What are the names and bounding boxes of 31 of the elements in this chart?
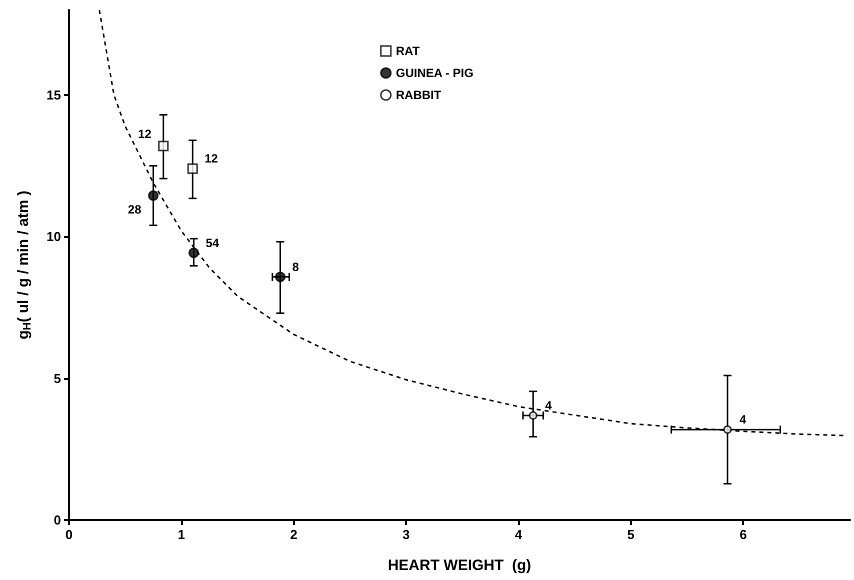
- legend-label: RABBIT: [396, 88, 442, 102]
- line-series: [98, 9, 846, 436]
- x-tick-label: 3: [402, 527, 410, 542]
- y-tick-label: 15: [46, 88, 61, 102]
- point: [187, 163, 198, 174]
- point: [723, 425, 732, 434]
- annotation: 4: [740, 412, 747, 427]
- legend-label: GUINEA - PIG: [396, 66, 474, 80]
- y-tick-label: 0: [54, 512, 61, 528]
- x-tick-label: 2: [290, 527, 298, 542]
- y-axis-title: gH( ul / g / min / atm ): [15, 190, 34, 340]
- point: [188, 248, 199, 258]
- x-tick-label: 1: [178, 527, 185, 542]
- annotation: 28: [128, 202, 142, 217]
- point: [148, 190, 159, 201]
- point: [275, 272, 286, 282]
- point: [158, 140, 169, 152]
- y-tick-label: 10: [46, 229, 61, 244]
- point: [528, 411, 538, 420]
- x-axis-title: HEART WEIGHT (g): [388, 557, 532, 574]
- y-tick-label: 5: [54, 370, 61, 386]
- annotation: 12: [138, 127, 152, 141]
- annotation: 8: [292, 260, 300, 274]
- annotation: 12: [204, 152, 218, 166]
- x-tick-label: 6: [740, 527, 747, 542]
- x-tick-label: 4: [514, 527, 523, 542]
- x-tick-label: 5: [627, 527, 634, 542]
- annotation: 54: [206, 236, 220, 250]
- annotation: 4: [545, 398, 552, 412]
- legend-label: RAT: [396, 44, 420, 58]
- x-tick-label: 0: [65, 527, 73, 542]
